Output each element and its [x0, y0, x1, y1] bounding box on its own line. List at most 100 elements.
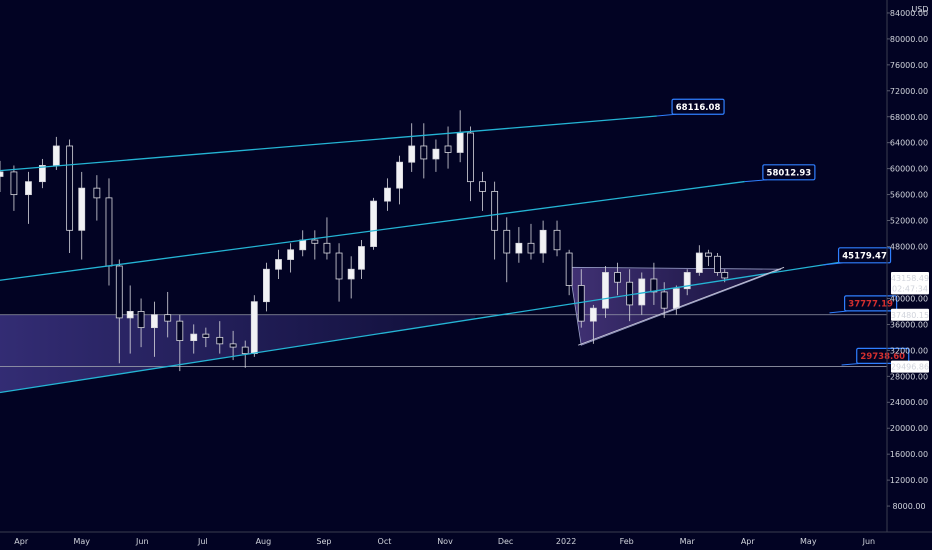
price-label-callout[interactable]: 58012.93 — [744, 164, 816, 183]
price-annotations[interactable]: 68116.08 58012.93 45179.47 37777.19 29738.60 — [656, 98, 910, 366]
callout-text: 37777.19 — [848, 300, 893, 310]
price-tick-label: 68000.00 — [890, 113, 928, 122]
candle[interactable] — [10, 165, 18, 211]
candle[interactable] — [602, 266, 609, 318]
svg-text:29496.86: 29496.86 — [891, 363, 929, 372]
candle[interactable] — [695, 245, 703, 276]
candle[interactable] — [420, 123, 428, 179]
candle[interactable] — [150, 301, 158, 357]
candle[interactable] — [408, 123, 416, 172]
price-tick-label: 64000.00 — [890, 139, 928, 148]
candle[interactable] — [467, 126, 474, 202]
shaded-band — [0, 314, 476, 393]
candle[interactable] — [216, 321, 224, 354]
candle[interactable] — [164, 291, 172, 338]
candle[interactable] — [323, 217, 331, 260]
time-tick-label: Apr — [741, 537, 756, 546]
candle[interactable] — [126, 285, 134, 354]
candle[interactable] — [650, 262, 658, 305]
candle[interactable] — [347, 256, 355, 299]
candle[interactable] — [358, 240, 365, 279]
callout-text: 58012.93 — [767, 169, 812, 179]
candle[interactable] — [137, 298, 145, 348]
price-axis[interactable]: USD 84000.00 80000.00 76000.00 72000.00 6800… — [887, 5, 929, 511]
price-tick-label: 24000.00 — [890, 398, 928, 407]
candle[interactable] — [93, 175, 101, 221]
candle[interactable] — [202, 327, 210, 348]
candle[interactable] — [0, 160, 4, 193]
time-tick-label: Apr — [14, 537, 29, 546]
candle[interactable] — [311, 230, 319, 260]
time-tick-label: Aug — [256, 537, 272, 546]
callout-text: 45179.47 — [842, 252, 887, 262]
candle[interactable] — [704, 249, 712, 266]
candle[interactable] — [78, 171, 86, 260]
svg-text:02:47:34: 02:47:34 — [892, 284, 928, 293]
candle[interactable] — [539, 220, 547, 263]
candle[interactable] — [683, 269, 691, 296]
time-tick-label: May — [800, 537, 817, 546]
price-label-callout[interactable]: 68116.08 — [656, 98, 725, 117]
candle[interactable] — [479, 171, 486, 211]
price-tick-label: 56000.00 — [890, 191, 928, 200]
price-label-callout[interactable]: 37777.19 — [829, 295, 898, 314]
candle[interactable] — [396, 155, 404, 205]
candle[interactable] — [287, 243, 295, 273]
candle[interactable] — [370, 197, 377, 250]
candlestick-series[interactable] — [0, 110, 729, 372]
time-tick-label: Feb — [620, 537, 634, 546]
trend-line[interactable] — [578, 266, 785, 346]
candle[interactable] — [190, 324, 198, 354]
time-tick-label: Dec — [498, 537, 513, 546]
price-readout: 43158.49 — [891, 271, 929, 284]
price-tick-label: 80000.00 — [890, 35, 928, 44]
price-tick-label: 72000.00 — [890, 87, 928, 96]
price-tick-label: 28000.00 — [890, 372, 928, 381]
price-readout: 29496.86 — [891, 360, 929, 373]
candle[interactable] — [250, 295, 258, 357]
time-tick-label: Sep — [316, 537, 331, 546]
price-tick-label: 48000.00 — [890, 243, 928, 252]
candle[interactable] — [384, 178, 391, 211]
candle[interactable] — [229, 330, 237, 361]
candle[interactable] — [565, 249, 573, 296]
price-tick-label: 76000.00 — [890, 61, 928, 70]
candle[interactable] — [714, 253, 721, 276]
price-tick-label: 16000.00 — [890, 450, 928, 459]
candle[interactable] — [553, 220, 561, 257]
candle[interactable] — [491, 181, 499, 260]
trend-line[interactable] — [0, 254, 888, 394]
candle[interactable] — [176, 314, 184, 372]
candle[interactable] — [589, 304, 597, 344]
candle[interactable] — [527, 223, 535, 260]
candle[interactable] — [66, 139, 74, 254]
price-tick-label: 52000.00 — [890, 217, 928, 226]
price-tick-label: 20000.00 — [890, 424, 928, 433]
time-tick-label: 2022 — [556, 537, 576, 546]
callout-text: 29738.60 — [860, 352, 905, 362]
candle[interactable] — [660, 282, 668, 318]
svg-text:37480.15: 37480.15 — [891, 311, 929, 320]
time-axis[interactable]: Apr May Jun Jul Aug Sep Oct Nov Dec 2022 Feb Mar Apr… — [14, 537, 875, 546]
price-label-callout[interactable]: 45179.47 — [823, 247, 892, 266]
trend-lines[interactable] — [0, 115, 888, 394]
trend-line[interactable] — [0, 115, 657, 172]
price-readout: 37480.15 — [891, 308, 929, 321]
trend-line[interactable] — [0, 180, 745, 281]
candle[interactable] — [25, 171, 32, 224]
candle[interactable] — [503, 217, 511, 283]
candle[interactable] — [432, 139, 440, 172]
price-tick-label: 40000.00 — [890, 294, 928, 303]
price-label-callout[interactable]: 29738.60 — [841, 347, 910, 366]
candle[interactable] — [115, 259, 123, 364]
candle[interactable] — [275, 249, 282, 279]
price-tick-label: 84000.00 — [890, 9, 928, 18]
candle[interactable] — [263, 262, 270, 312]
price-tick-label: 32000.00 — [890, 346, 928, 355]
candle[interactable] — [335, 243, 343, 302]
candle[interactable] — [38, 158, 46, 189]
candle[interactable] — [614, 262, 621, 296]
candle[interactable] — [515, 227, 523, 263]
